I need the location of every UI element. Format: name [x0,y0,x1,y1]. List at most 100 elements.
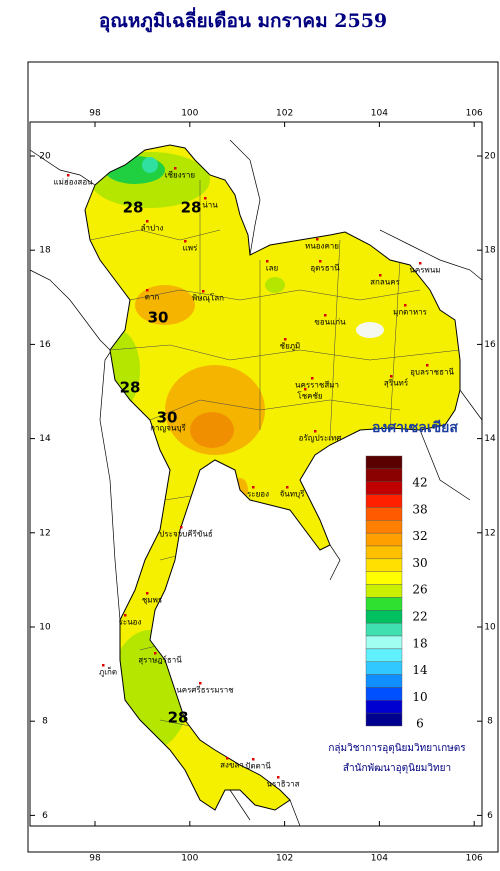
station-dot [202,290,205,293]
station-dot [102,664,105,667]
zone-30-32 [135,285,195,325]
legend-label: 18 [412,636,427,650]
place-name: ระนอง [119,618,142,627]
lon-tick-label: 98 [89,109,101,119]
place-name: ชุมพร [142,596,163,605]
place-name: สุราษฎร์ธานี [138,655,182,665]
station-dot [252,758,255,761]
station-dot [146,220,149,223]
zone-white [356,322,384,338]
lon-tick-label: 100 [181,854,198,864]
legend-swatch [365,648,403,662]
place-name: นครศรีธรรมราช [176,686,234,695]
place-name: ภูเก็ต [99,667,117,678]
border-line [29,139,483,827]
lon-tick-label: 98 [89,854,101,864]
station-dot [252,486,255,489]
lat-tick-label: 10 [484,623,496,633]
station-dot [184,240,187,243]
legend-swatch [365,700,403,714]
station-dot [314,430,317,433]
contour-label: 28 [123,199,144,217]
lat-tick-label: 16 [39,340,51,350]
place-name: เลย [266,264,278,273]
place-name: อุบลราชธานี [410,368,454,377]
legend-swatch [365,610,403,624]
station-dot [304,388,307,391]
map-title: อุณหภูมิเฉลี่ยเดือน มกราคม 2559 [99,7,387,33]
place-name: สงขลา [220,761,244,770]
legend-swatch [365,532,403,547]
place-name: ประจวบคีรีขันธ์ [159,529,213,539]
station-dot [162,420,165,423]
legend-swatch [365,674,403,688]
legend-label: 22 [412,610,427,624]
station-dot [324,314,327,317]
station-dot [404,304,407,307]
place-name: สกลนคร [370,278,400,287]
place-name: ลำปาง [141,224,164,233]
station-dot [266,260,269,263]
place-name: อุดรธานี [310,264,340,273]
station-dot [379,274,382,277]
legend-swatch [365,571,403,585]
legend-label: 32 [412,529,427,543]
lat-tick-label: 18 [484,246,496,256]
zone-22-24 [142,157,158,173]
legend-label: 38 [412,502,427,516]
place-name: แพร่ [183,244,198,253]
lat-tick-label: 12 [484,528,495,538]
legend-swatch [365,520,403,534]
lon-tick-label: 104 [371,854,388,864]
lon-tick-label: 106 [466,109,483,119]
place-name: นครพนม [409,266,440,275]
contour-labels: 28 28 30 28 30 28 [120,199,202,727]
place-name: ตาก [145,293,160,302]
legend-swatch [365,597,403,611]
contour-label: 28 [181,199,202,217]
lat-tick-label: 14 [39,434,51,444]
place-name: แม่ฮ่องสอน [53,178,93,187]
place-name: โชคชัย [297,391,322,401]
legend-label: 30 [412,556,427,570]
legend-label: 42 [412,476,427,490]
lat-tick-label: 8 [42,717,48,727]
place-name: น่าน [202,201,218,210]
neighbor-borders [29,139,483,827]
lat-tick-label: 6 [487,811,493,821]
station-dot [426,364,429,367]
place-name: จันทบุรี [280,490,306,499]
lat-tick-label: 8 [487,717,493,727]
legend-label: 14 [412,663,428,677]
legend-label: 26 [412,583,427,597]
place-name: ขอนแก่น [314,318,346,327]
legend-swatch [365,661,403,675]
contour-label: 30 [157,409,178,427]
lon-tick-label: 106 [466,854,483,864]
lat-tick-label: 14 [484,434,496,444]
legend-swatch [365,622,403,637]
station-dot [204,197,207,200]
legend-swatch [365,635,403,650]
legend-swatch [365,584,403,598]
legend-label: 10 [412,690,427,704]
credit-line: กลุ่มวิชาการอุตุนิยมวิทยาเกษตร [328,743,466,754]
station-dot [146,289,149,292]
place-name: กาญจนบุรี [150,424,186,433]
place-name: ชัยภูมิ [280,342,301,352]
station-dot [390,375,393,378]
place-name: ปัตตานี [245,762,271,771]
station-dot [67,174,70,177]
station-dot [311,377,314,380]
place-name: นราธิวาส [266,780,299,789]
unit-label: องศาเซลเซียส [372,420,458,436]
contour-label: 30 [148,309,169,327]
lat-tick-label: 20 [39,152,51,162]
station-dot [226,757,229,760]
station-dot [277,776,280,779]
place-name: เชียงราย [165,171,195,180]
lon-tick-label: 100 [181,109,198,119]
station-dot [419,262,422,265]
legend-swatch [365,494,403,508]
zone-30-32 [165,365,265,455]
